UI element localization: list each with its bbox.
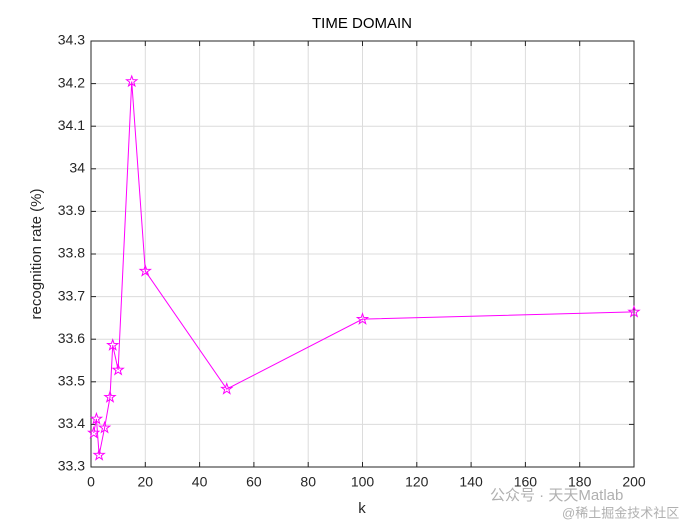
- x-tick-label: 100: [351, 474, 375, 490]
- data-point: [92, 448, 106, 461]
- data-point: [89, 411, 104, 425]
- x-tick-label: 80: [300, 474, 316, 490]
- y-tick-label: 33.6: [58, 330, 85, 346]
- x-tick-label: 40: [192, 474, 208, 490]
- x-tick-label: 20: [138, 474, 154, 490]
- chart-title: TIME DOMAIN: [312, 15, 412, 32]
- data-point: [220, 382, 234, 395]
- data-point: [87, 425, 101, 439]
- watermark: @稀土掘金技术社区: [562, 505, 679, 520]
- x-tick-label: 120: [405, 474, 429, 490]
- data-point: [106, 338, 120, 351]
- data-point: [103, 390, 117, 403]
- data-line: [93, 81, 635, 456]
- y-tick-label: 33.7: [58, 287, 85, 303]
- x-tick-label: 140: [459, 474, 483, 490]
- data-point: [125, 74, 139, 88]
- data-point: [355, 312, 370, 325]
- data-point: [97, 420, 112, 434]
- y-tick-label: 34: [69, 160, 85, 176]
- y-tick-label: 33.4: [58, 415, 85, 431]
- y-tick-label: 33.8: [58, 245, 85, 261]
- data-point: [138, 264, 152, 277]
- watermark: 公众号 · 天天Matlab: [490, 487, 623, 504]
- plot-frame: [90, 40, 635, 468]
- y-tick-label: 33.3: [58, 458, 85, 474]
- y-axis-label: recognition rate (%): [28, 189, 45, 320]
- y-tick-label: 34.3: [58, 32, 85, 48]
- x-tick-label: 0: [87, 474, 95, 490]
- y-tick-label: 33.9: [58, 202, 85, 218]
- x-tick-label: 160: [514, 474, 538, 490]
- x-tick-label: 180: [568, 474, 592, 490]
- y-tick-label: 33.5: [58, 373, 85, 389]
- x-tick-label: 200: [622, 474, 646, 490]
- y-tick-label: 34.1: [58, 117, 85, 133]
- y-tick-label: 34.2: [58, 74, 85, 90]
- x-axis-label: k: [358, 500, 366, 517]
- data-point: [627, 304, 641, 318]
- x-tick-label: 60: [246, 474, 262, 490]
- data-point: [111, 362, 125, 376]
